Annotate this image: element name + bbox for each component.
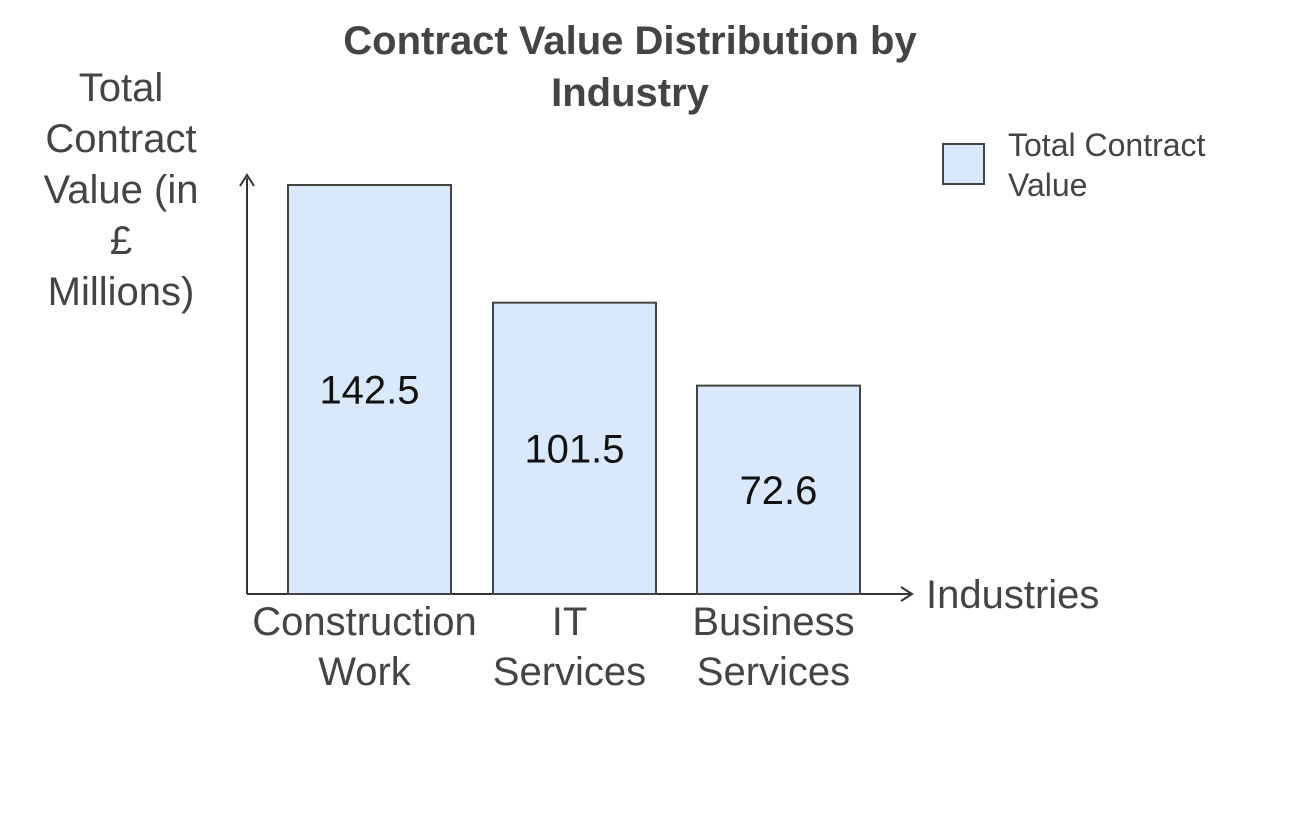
y-axis-label: Total Contract Value (in £ Millions) [44,66,199,314]
x-tick-label: Services [697,650,850,694]
x-tick-labels: Construction Work IT Services Business Servic… [252,600,854,694]
chart-title-line: Industry [551,71,710,115]
y-axis-label-line: Value (in [44,168,199,212]
bars [287,184,861,596]
bar [492,301,657,595]
data-label: 101.5 [524,427,624,471]
legend-label: Value [1008,167,1087,203]
data-label: 72.6 [740,469,818,513]
legend-swatch [942,143,985,185]
data-labels: 142.5 101.5 72.6 [319,369,817,513]
y-axis-label-line: Total [79,66,164,110]
chart-title: Contract Value Distribution by Industry [343,19,917,115]
legend-label: Total Contract [1008,127,1206,163]
bar [696,384,861,596]
legend: Total Contract Value [942,127,1206,203]
data-label: 142.5 [319,369,419,413]
x-tick-label: Work [318,650,412,694]
y-axis-label-line: Contract [45,117,196,161]
bar [287,184,452,595]
x-tick-label: Services [493,650,646,694]
y-axis-label-line: Millions) [48,270,195,314]
x-axis-label: Industries [926,573,1099,617]
x-tick-label: Construction [252,600,477,644]
x-axis-arrow [900,586,914,602]
y-axis-label-line: £ [110,219,132,263]
y-axis-arrow [239,173,255,187]
chart-title-line: Contract Value Distribution by [343,19,917,63]
x-tick-label: IT [552,600,588,644]
x-tick-label: Business [692,600,854,644]
